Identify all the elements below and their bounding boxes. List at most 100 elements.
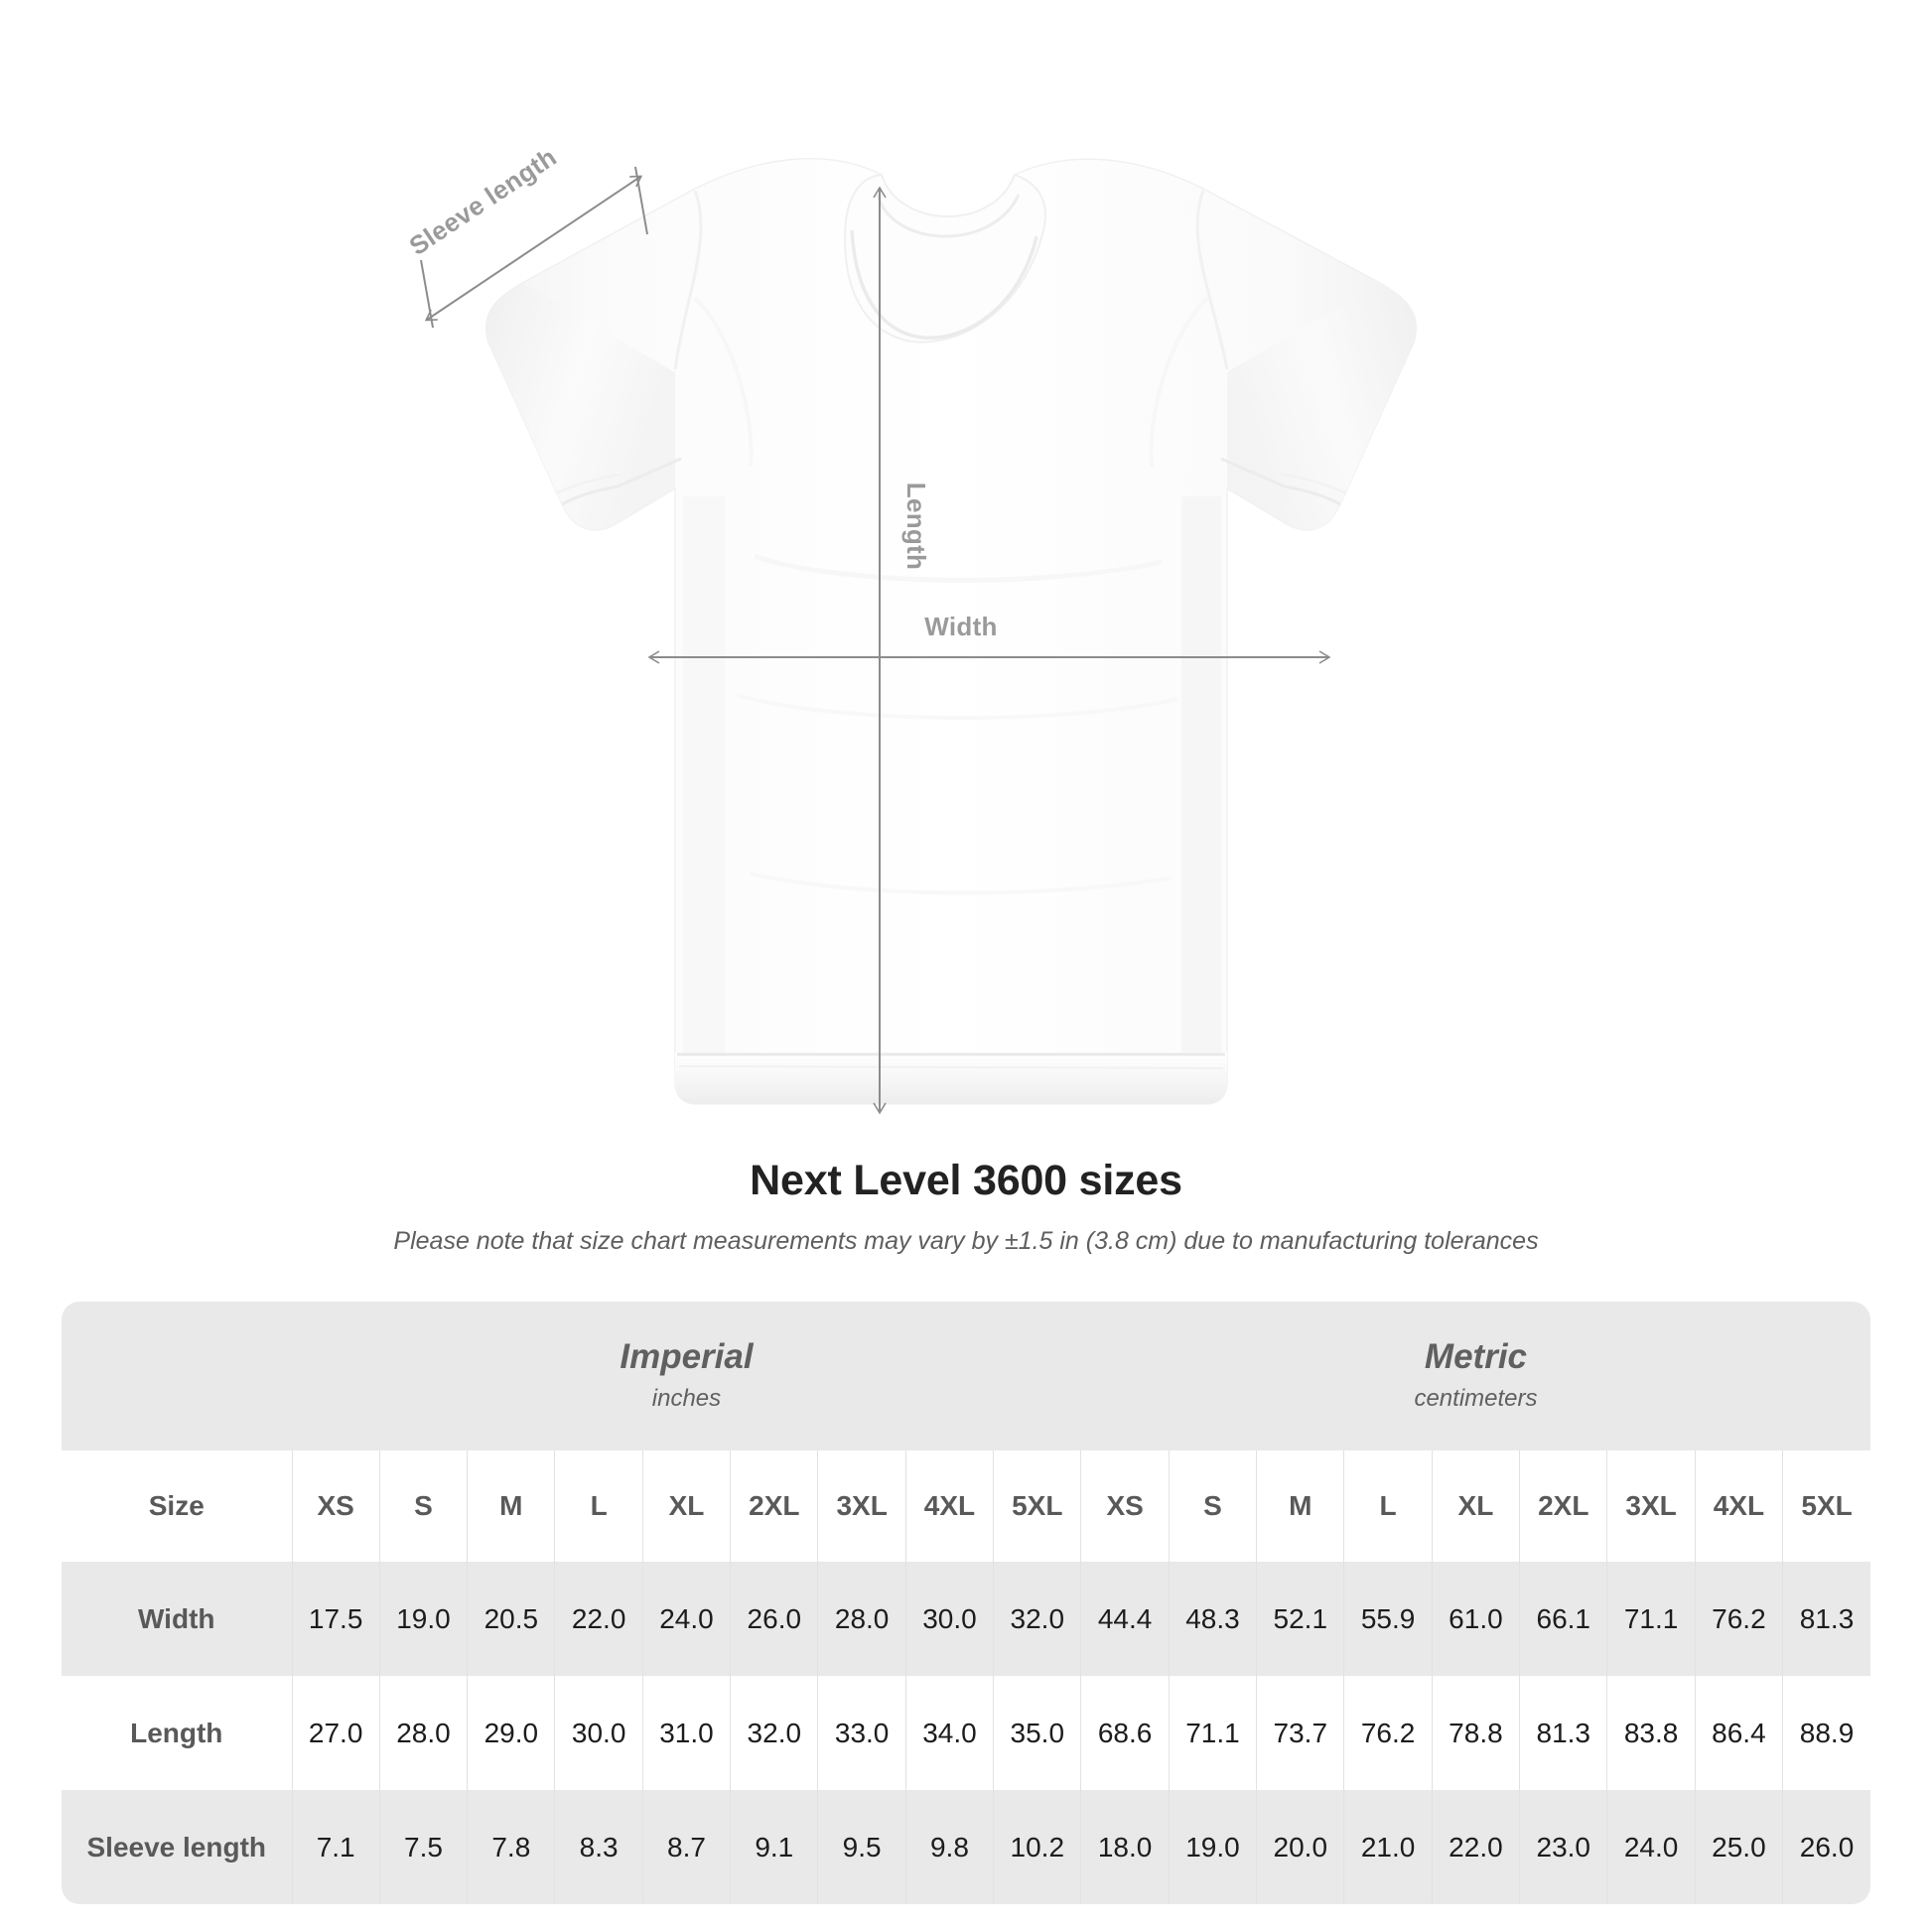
size-header-metric-2xl: 2XL [1519, 1450, 1607, 1562]
size-header-metric-m: M [1256, 1450, 1344, 1562]
cell-sleeve-length-imperial-s: 7.5 [378, 1790, 468, 1904]
size-header-metric-xs: XS [1080, 1450, 1170, 1562]
sleeve-length-label: Sleeve length [404, 142, 562, 261]
cell-sleeve-length-imperial-5xl: 10.2 [993, 1790, 1081, 1904]
cell-sleeve-length-imperial-3xl: 9.5 [817, 1790, 906, 1904]
tshirt-left-sleeve [485, 283, 675, 530]
cell-sleeve-length-imperial-xl: 8.7 [641, 1790, 731, 1904]
cell-length-imperial-3xl: 33.0 [817, 1676, 906, 1790]
size-header-row: Size XS S M L XL 2XL 3XL 4XL 5XL XS S M L XL 2XL 3XL 4XL 5… [62, 1450, 1870, 1562]
size-header-metric-5xl: 5XL [1782, 1450, 1870, 1562]
cell-sleeve-length-imperial-m: 7.8 [467, 1790, 555, 1904]
cell-width-metric-l: 55.9 [1343, 1562, 1433, 1676]
cell-sleeve-length-metric-2xl: 23.0 [1519, 1790, 1607, 1904]
cell-length-metric-3xl: 83.8 [1606, 1676, 1696, 1790]
cell-width-metric-4xl: 76.2 [1694, 1562, 1783, 1676]
width-label: Width [924, 612, 997, 641]
cell-length-imperial-2xl: 32.0 [730, 1676, 818, 1790]
cell-length-metric-2xl: 81.3 [1519, 1676, 1607, 1790]
cell-width-imperial-s: 19.0 [378, 1562, 468, 1676]
length-label: Length [901, 483, 931, 570]
cell-width-imperial-xs: 17.5 [291, 1562, 380, 1676]
width-measure: Width [647, 612, 1331, 664]
size-header-metric-3xl: 3XL [1606, 1450, 1696, 1562]
size-header-imperial-xs: XS [291, 1450, 380, 1562]
cell-length-imperial-m: 29.0 [467, 1676, 555, 1790]
unit-name: Metric [1424, 1336, 1528, 1376]
cell-width-imperial-xl: 24.0 [641, 1562, 731, 1676]
size-header-metric-s: S [1168, 1450, 1257, 1562]
row-header-width: Width [62, 1562, 292, 1676]
tshirt-hem [675, 1052, 1227, 1104]
tshirt-illustration: Sleeve length Length Width [404, 142, 1418, 1115]
cell-length-metric-xl: 78.8 [1431, 1676, 1520, 1790]
cell-width-metric-3xl: 71.1 [1606, 1562, 1696, 1676]
tshirt-graphic [484, 158, 1418, 1105]
cell-width-metric-xl: 61.0 [1431, 1562, 1520, 1676]
cell-length-metric-4xl: 86.4 [1694, 1676, 1783, 1790]
size-header-imperial-4xl: 4XL [904, 1450, 994, 1562]
unit-header-metric: Metric centimeters [1080, 1302, 1870, 1450]
unit-subtitle: centimeters [1414, 1385, 1538, 1413]
cell-width-imperial-4xl: 30.0 [904, 1562, 994, 1676]
tshirt-collar [844, 173, 1046, 344]
cell-length-metric-xs: 68.6 [1080, 1676, 1170, 1790]
table-row: Sleeve length 7.1 7.5 7.8 8.3 8.7 9.1 9.5 9.8 10.… [62, 1790, 1870, 1904]
size-header-imperial-s: S [378, 1450, 468, 1562]
size-header-imperial-5xl: 5XL [993, 1450, 1081, 1562]
cell-length-metric-s: 71.1 [1168, 1676, 1257, 1790]
cell-width-imperial-m: 20.5 [467, 1562, 555, 1676]
size-header-metric-xl: XL [1431, 1450, 1520, 1562]
cell-length-imperial-xl: 31.0 [641, 1676, 731, 1790]
cell-length-imperial-xs: 27.0 [291, 1676, 380, 1790]
tshirt-diagram: Sleeve length Length Width [404, 142, 1418, 1115]
cell-length-imperial-4xl: 34.0 [904, 1676, 994, 1790]
size-header-imperial-l: L [554, 1450, 643, 1562]
row-header-length: Length [62, 1676, 292, 1790]
unit-header-imperial: Imperial inches [292, 1302, 1081, 1450]
size-chart-table-wrapper: Imperial inches Metric centimeters Size XS S M L… [62, 1302, 1870, 1904]
cell-width-imperial-2xl: 26.0 [730, 1562, 818, 1676]
cell-width-imperial-3xl: 28.0 [817, 1562, 906, 1676]
cell-sleeve-length-imperial-4xl: 9.8 [904, 1790, 994, 1904]
size-header-imperial-xl: XL [641, 1450, 731, 1562]
cell-width-metric-s: 48.3 [1168, 1562, 1257, 1676]
cell-sleeve-length-imperial-xs: 7.1 [291, 1790, 380, 1904]
cell-sleeve-length-imperial-2xl: 9.1 [730, 1790, 818, 1904]
page-title: Next Level 3600 sizes [750, 1157, 1182, 1204]
cell-width-imperial-5xl: 32.0 [993, 1562, 1081, 1676]
size-chart-table: Imperial inches Metric centimeters Size XS S M L… [62, 1302, 1870, 1904]
cell-width-metric-5xl: 81.3 [1782, 1562, 1870, 1676]
cell-length-imperial-s: 28.0 [378, 1676, 468, 1790]
cell-sleeve-length-metric-5xl: 26.0 [1782, 1790, 1870, 1904]
size-header-metric-l: L [1343, 1450, 1433, 1562]
size-row-header: Size [62, 1450, 292, 1562]
cell-length-metric-5xl: 88.9 [1782, 1676, 1870, 1790]
size-header-imperial-3xl: 3XL [817, 1450, 906, 1562]
cell-length-imperial-5xl: 35.0 [993, 1676, 1081, 1790]
unit-row-spacer [62, 1302, 292, 1450]
cell-width-metric-xs: 44.4 [1080, 1562, 1170, 1676]
title-block: Next Level 3600 sizes Please note that s… [0, 1157, 1932, 1256]
unit-subtitle: inches [651, 1385, 722, 1413]
unit-banner-row: Imperial inches Metric centimeters [62, 1302, 1870, 1450]
cell-width-metric-2xl: 66.1 [1519, 1562, 1607, 1676]
cell-width-imperial-l: 22.0 [554, 1562, 643, 1676]
cell-sleeve-length-metric-xs: 18.0 [1080, 1790, 1170, 1904]
cell-sleeve-length-metric-s: 19.0 [1168, 1790, 1257, 1904]
table-row: Length 27.0 28.0 29.0 30.0 31.0 32.0 33.0 34.0 35… [62, 1676, 1870, 1790]
cell-sleeve-length-metric-4xl: 25.0 [1694, 1790, 1783, 1904]
cell-length-imperial-l: 30.0 [554, 1676, 643, 1790]
size-header-metric-4xl: 4XL [1694, 1450, 1783, 1562]
cell-width-metric-m: 52.1 [1256, 1562, 1344, 1676]
size-header-imperial-m: M [467, 1450, 555, 1562]
unit-name: Imperial [620, 1336, 754, 1376]
cell-sleeve-length-metric-l: 21.0 [1343, 1790, 1433, 1904]
tshirt-right-sleeve [1227, 283, 1417, 530]
cell-sleeve-length-metric-3xl: 24.0 [1606, 1790, 1696, 1904]
cell-length-metric-l: 76.2 [1343, 1676, 1433, 1790]
tolerance-note: Please note that size chart measurements… [393, 1227, 1539, 1255]
row-header-sleeve-length: Sleeve length [62, 1790, 292, 1904]
length-measure: Length [873, 186, 931, 1115]
cell-sleeve-length-imperial-l: 8.3 [554, 1790, 643, 1904]
